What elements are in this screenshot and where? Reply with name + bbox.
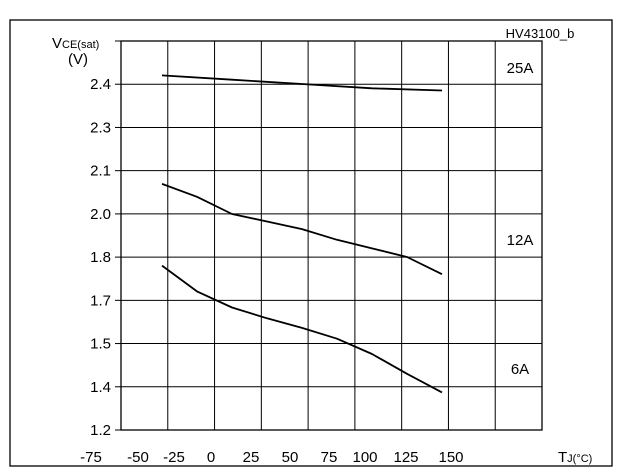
y-tick-labels: 1.2 1.4 1.5 1.7 1.8 2.0 2.1 2.3 2.4 bbox=[90, 76, 111, 439]
y-axis-unit: (V) bbox=[68, 51, 88, 68]
series-line-12a bbox=[161, 183, 443, 276]
x-tick-label: 100 bbox=[352, 449, 377, 466]
series-line-25a bbox=[161, 74, 443, 92]
plot-grid bbox=[115, 40, 543, 431]
x-tick-labels: -75 -50 -25 0 25 50 75 100 125 150 bbox=[80, 449, 463, 466]
figure-frame bbox=[9, 19, 613, 467]
x-tick-label: 0 bbox=[207, 449, 215, 466]
figure-code: HV43100_b bbox=[506, 26, 575, 41]
x-tick-label: -25 bbox=[163, 449, 185, 466]
y-tick-label: 1.8 bbox=[90, 249, 111, 266]
x-tick-label: -75 bbox=[80, 449, 102, 466]
x-tick-label: 125 bbox=[393, 449, 418, 466]
series-lines bbox=[161, 74, 443, 394]
series-label-12a: 12A bbox=[507, 232, 534, 249]
series-label-25a: 25A bbox=[507, 60, 534, 77]
x-tick-label: 75 bbox=[321, 449, 338, 466]
y-tick-label: 1.4 bbox=[90, 379, 111, 396]
series-label-6a: 6A bbox=[511, 361, 529, 378]
y-tick-label: 1.5 bbox=[90, 336, 111, 353]
y-tick-label: 2.0 bbox=[90, 206, 111, 223]
y-tick-label: 2.1 bbox=[90, 163, 111, 180]
y-tick-label: 1.7 bbox=[90, 292, 111, 309]
y-tick-label: 2.3 bbox=[90, 119, 111, 136]
y-tick-label: 1.2 bbox=[90, 422, 111, 439]
x-tick-label: 150 bbox=[438, 449, 463, 466]
y-axis-title: VCE(sat) bbox=[52, 35, 99, 52]
x-axis-title: TJ(°C) bbox=[558, 449, 592, 466]
x-tick-label: 50 bbox=[282, 449, 299, 466]
x-tick-label: -50 bbox=[127, 449, 149, 466]
x-tick-label: 25 bbox=[243, 449, 260, 466]
series-labels: 25A 12A 6A bbox=[507, 60, 534, 378]
plot-area-border bbox=[120, 40, 543, 431]
y-tick-label: 2.4 bbox=[90, 76, 111, 93]
series-line-6a bbox=[161, 264, 443, 394]
